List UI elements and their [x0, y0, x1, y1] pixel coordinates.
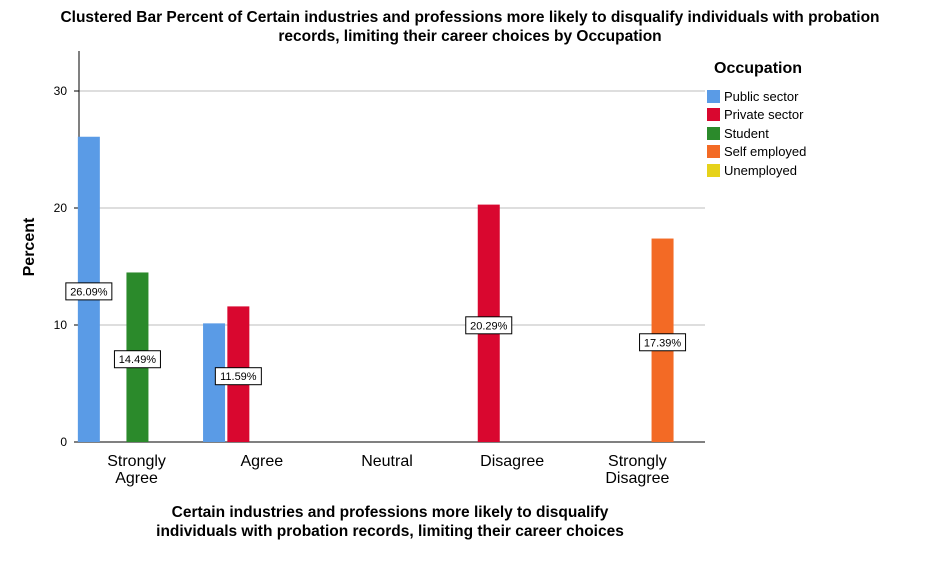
y-tick-label: 20: [54, 201, 68, 215]
chart-title-line-1: Clustered Bar Percent of Certain industr…: [60, 9, 880, 26]
x-axis-title-line-1: Certain industries and professions more …: [171, 504, 609, 521]
data-label-box: [113, 350, 161, 369]
bar: [203, 323, 226, 442]
legend-swatch: [707, 145, 720, 159]
legend-item: Student: [707, 124, 806, 143]
legend-swatch: [707, 108, 720, 122]
y-tick-label: 30: [54, 84, 68, 98]
x-tick-label: Neutral: [361, 453, 413, 470]
legend-swatch: [707, 126, 720, 140]
y-axis-title: Percent: [21, 217, 38, 276]
data-label: 20.29%: [470, 320, 508, 332]
data-label: 26.09%: [70, 286, 108, 298]
x-tick-label: Strongly: [107, 453, 166, 470]
legend-label: Student: [724, 125, 769, 141]
legend-swatch: [707, 163, 720, 177]
chart-title-line-2: records, limiting their career choices b…: [278, 28, 662, 45]
legend-label: Unemployed: [724, 162, 797, 178]
legend-item: Private sector: [707, 106, 806, 125]
legend-label: Self employed: [724, 144, 807, 160]
y-tick-label: 10: [54, 318, 68, 332]
data-label: 17.39%: [644, 337, 682, 349]
x-axis-title-line-2: individuals with probation records, limi…: [156, 523, 624, 540]
x-tick-label: Agree: [240, 453, 283, 470]
legend-item: Self employed: [707, 143, 806, 162]
legend-item: Unemployed: [707, 161, 806, 180]
data-label-box: [65, 282, 113, 301]
chart-title: Clustered Bar Percent of Certain industr…: [0, 8, 940, 46]
legend: Public sector Private sector Student Self e…: [707, 87, 806, 180]
legend-label: Private sector: [724, 107, 804, 123]
data-label: 14.49%: [119, 354, 157, 366]
legend-title: Occupation: [714, 60, 803, 77]
legend-swatch: [707, 89, 720, 103]
data-label: 11.59%: [220, 371, 257, 383]
data-label-box: [465, 316, 513, 335]
x-tick-label: Agree: [115, 470, 158, 487]
legend-label: Public sector: [724, 88, 799, 104]
x-tick-label: Strongly: [608, 453, 667, 470]
x-axis-title: Certain industries and professions more …: [90, 503, 690, 541]
data-label-box: [639, 333, 687, 352]
legend-item: Public sector: [707, 87, 806, 106]
y-tick-label: 0: [60, 435, 67, 449]
x-tick-label: Disagree: [480, 453, 544, 470]
x-tick-label: Disagree: [605, 470, 669, 487]
data-label-box: [214, 367, 262, 386]
